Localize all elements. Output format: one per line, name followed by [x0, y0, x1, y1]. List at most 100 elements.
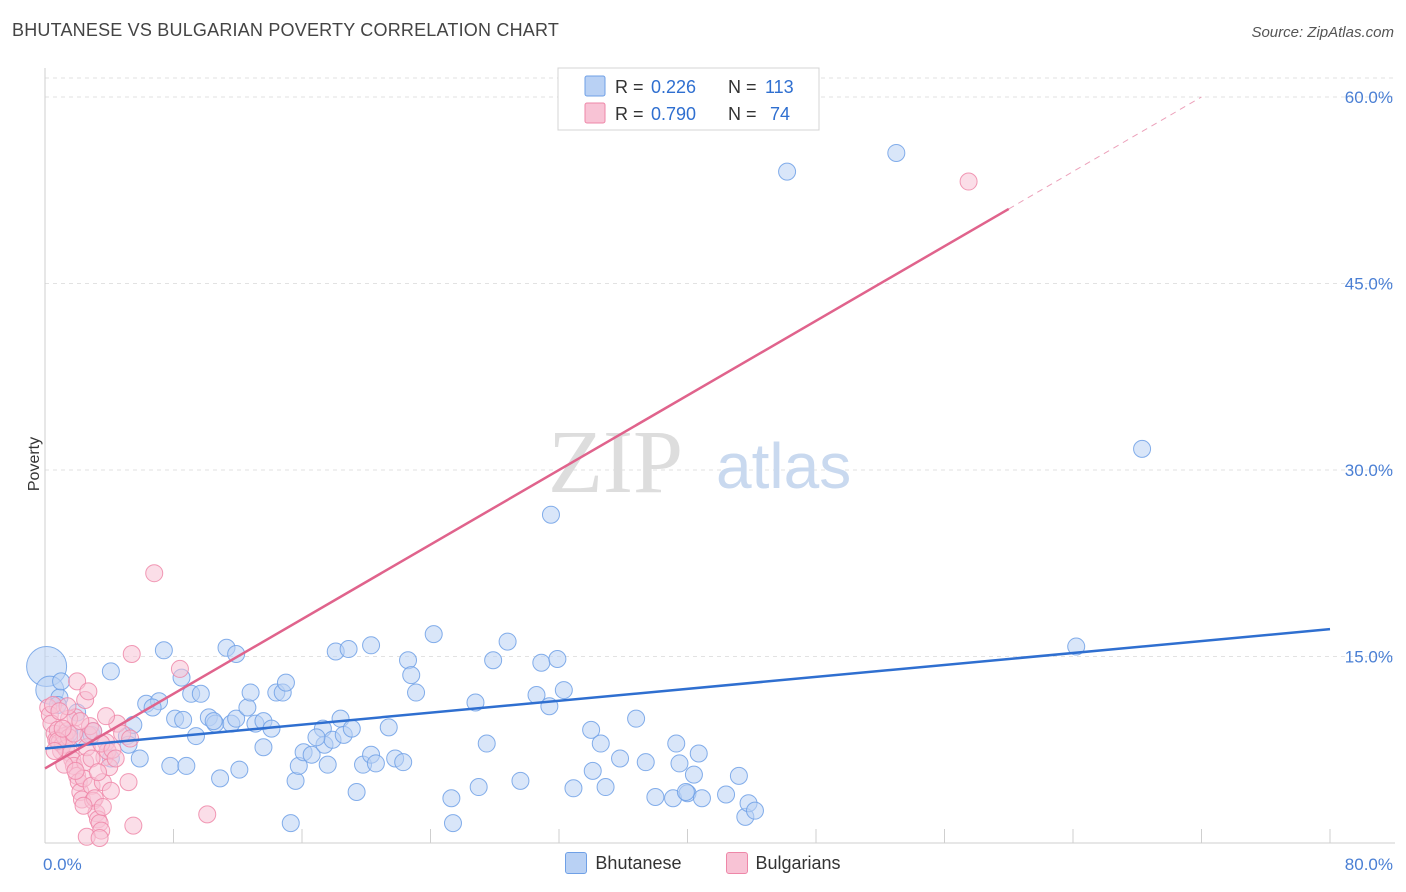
bulgarians-point	[170, 659, 189, 678]
bhutanese-point	[101, 662, 120, 681]
bulgarians-point	[145, 564, 164, 583]
bhutanese-point	[689, 744, 708, 763]
bhutanese-point	[778, 162, 797, 181]
source-label: Source: ZipAtlas.com	[1251, 24, 1394, 41]
bhutanese-point	[684, 765, 703, 784]
x-tick-label: 0.0%	[43, 855, 82, 874]
bhutanese-point	[564, 779, 583, 798]
bottom-legend-item-bhutanese[interactable]: Bhutanese	[565, 852, 682, 874]
bhutanese-point	[230, 760, 249, 779]
bulgarians-point	[106, 749, 125, 768]
bhutanese-point	[670, 754, 689, 773]
bhutanese-point	[227, 645, 246, 664]
bhutanese-point	[276, 673, 295, 692]
bhutanese-point	[745, 801, 764, 820]
bottom-legend-label-bhutanese: Bhutanese	[595, 852, 682, 873]
bhutanese-point	[130, 749, 149, 768]
legend-n-label-bulgarians: N =	[728, 104, 757, 124]
trend-lines	[44, 96, 1331, 770]
bulgarians-trend-line	[44, 207, 1010, 770]
watermark: ZIP atlas	[548, 413, 851, 512]
bhutanese-point	[532, 653, 551, 672]
bhutanese-point	[307, 728, 326, 747]
legend-box: R = 0.226 N = 113 R = 0.790 N = 74	[557, 67, 820, 131]
bhutanese-point	[286, 771, 305, 790]
bulgarians-point	[119, 773, 138, 792]
bhutanese-point	[52, 672, 71, 691]
bhutanese-point	[318, 755, 337, 774]
bhutanese-point	[667, 734, 686, 753]
legend-r-value-bulgarians: 0.790	[651, 104, 696, 124]
bulgarians-point	[89, 763, 108, 782]
bulgarians-point	[50, 702, 69, 721]
bhutanese-point	[238, 698, 257, 717]
y-tick-label: 30.0%	[1345, 461, 1393, 480]
bulgarians-point	[45, 741, 64, 760]
bottom-legend-swatch-bulgarians	[725, 852, 748, 874]
bhutanese-point	[887, 143, 906, 162]
bhutanese-point	[366, 754, 385, 773]
x-tick-label: 80.0%	[1345, 855, 1393, 874]
tick-labels: 15.0% 30.0% 45.0% 60.0% 0.0% 80.0%	[43, 88, 1393, 874]
bhutanese-point	[191, 684, 210, 703]
bhutanese-point	[407, 683, 426, 702]
bhutanese-point	[211, 769, 230, 788]
bhutanese-point	[342, 719, 361, 738]
bulgarians-point	[53, 719, 72, 738]
bhutanese-point	[379, 718, 398, 737]
gridlines	[45, 77, 1395, 657]
bhutanese-point	[636, 753, 655, 772]
bhutanese-point	[443, 814, 462, 833]
bhutanese-point	[1067, 637, 1086, 656]
legend-n-value-bhutanese: 113	[765, 77, 794, 97]
bhutanese-point	[692, 789, 711, 808]
legend-swatch-bhutanese	[584, 75, 606, 97]
bhutanese-point	[281, 814, 300, 833]
bhutanese-point	[347, 783, 366, 802]
legend-n-value-bulgarians: 74	[770, 104, 790, 124]
bhutanese-point	[591, 734, 610, 753]
y-tick-label: 45.0%	[1345, 275, 1393, 294]
bhutanese-point	[582, 720, 601, 739]
bhutanese-trend-line	[44, 627, 1331, 750]
bhutanese-point	[541, 505, 560, 524]
bhutanese-point	[627, 709, 646, 728]
bhutanese-point	[646, 787, 665, 806]
bulgarians-trend-extension	[1008, 96, 1202, 210]
legend-r-label-bulgarians: R =	[615, 104, 644, 124]
bulgarians-point	[198, 805, 217, 824]
bhutanese-point	[498, 632, 517, 651]
legend-swatch-bulgarians	[584, 102, 606, 124]
bulgarians-point	[93, 797, 112, 816]
bhutanese-point	[554, 681, 573, 700]
bhutanese-point	[204, 712, 223, 731]
bulgarians-point	[101, 781, 120, 800]
bhutanese-point	[161, 756, 180, 775]
bhutanese-point	[402, 666, 421, 685]
bhutanese-point	[1133, 439, 1152, 458]
bulgarians-point	[122, 645, 141, 664]
bhutanese-point	[442, 789, 461, 808]
bottom-legend-label-bulgarians: Bulgarians	[755, 852, 841, 873]
chart-title: BHUTANESE VS BULGARIAN POVERTY CORRELATI…	[12, 20, 560, 40]
bhutanese-point	[154, 641, 173, 660]
bhutanese-point	[174, 710, 193, 729]
bhutanese-point	[729, 766, 748, 785]
bottom-legend: Bhutanese Bulgarians	[0, 852, 1406, 874]
bulgarians-points	[39, 172, 978, 848]
bulgarians-point	[79, 682, 98, 701]
bhutanese-point	[394, 753, 413, 772]
legend-n-label-bhutanese: N =	[728, 77, 757, 97]
bhutanese-point	[611, 749, 630, 768]
bhutanese-point	[227, 709, 246, 728]
bulgarians-point	[71, 712, 90, 731]
watermark-zip: ZIP	[548, 413, 683, 512]
y-tick-label: 15.0%	[1345, 648, 1393, 667]
bulgarians-point	[97, 707, 116, 726]
bhutanese-point	[241, 683, 260, 702]
bottom-legend-item-bulgarians[interactable]: Bulgarians	[725, 852, 841, 874]
bhutanese-point	[424, 625, 443, 644]
axes	[44, 68, 1395, 844]
y-tick-label: 60.0%	[1345, 88, 1393, 107]
